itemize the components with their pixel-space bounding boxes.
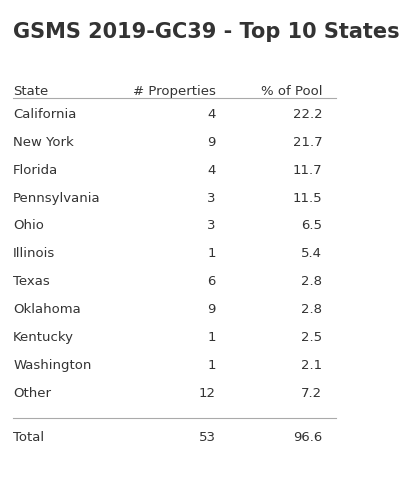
Text: GSMS 2019-GC39 - Top 10 States: GSMS 2019-GC39 - Top 10 States (13, 22, 400, 42)
Text: 4: 4 (207, 164, 216, 177)
Text: 21.7: 21.7 (293, 136, 322, 149)
Text: Illinois: Illinois (13, 247, 55, 261)
Text: 2.1: 2.1 (301, 359, 322, 372)
Text: Total: Total (13, 431, 44, 444)
Text: Washington: Washington (13, 359, 92, 372)
Text: # Properties: # Properties (133, 85, 216, 97)
Text: 9: 9 (207, 136, 216, 149)
Text: 3: 3 (207, 191, 216, 205)
Text: Texas: Texas (13, 275, 50, 288)
Text: Pennsylvania: Pennsylvania (13, 191, 101, 205)
Text: Other: Other (13, 387, 51, 400)
Text: California: California (13, 108, 76, 121)
Text: 22.2: 22.2 (293, 108, 322, 121)
Text: State: State (13, 85, 48, 97)
Text: Kentucky: Kentucky (13, 331, 74, 344)
Text: 1: 1 (207, 359, 216, 372)
Text: Ohio: Ohio (13, 220, 44, 232)
Text: Florida: Florida (13, 164, 58, 177)
Text: 53: 53 (199, 431, 216, 444)
Text: 11.5: 11.5 (293, 191, 322, 205)
Text: Oklahoma: Oklahoma (13, 303, 81, 316)
Text: 2.5: 2.5 (301, 331, 322, 344)
Text: 6: 6 (207, 275, 216, 288)
Text: 5.4: 5.4 (301, 247, 322, 261)
Text: 2.8: 2.8 (301, 275, 322, 288)
Text: 1: 1 (207, 331, 216, 344)
Text: 3: 3 (207, 220, 216, 232)
Text: 6.5: 6.5 (301, 220, 322, 232)
Text: 11.7: 11.7 (293, 164, 322, 177)
Text: 12: 12 (199, 387, 216, 400)
Text: 4: 4 (207, 108, 216, 121)
Text: 1: 1 (207, 247, 216, 261)
Text: 96.6: 96.6 (293, 431, 322, 444)
Text: 9: 9 (207, 303, 216, 316)
Text: 2.8: 2.8 (301, 303, 322, 316)
Text: New York: New York (13, 136, 74, 149)
Text: 7.2: 7.2 (301, 387, 322, 400)
Text: % of Pool: % of Pool (261, 85, 322, 97)
